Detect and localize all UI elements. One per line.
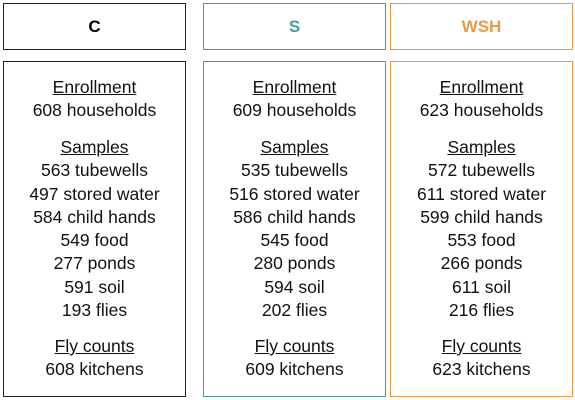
sample-stored-water: 611 stored water (416, 183, 547, 204)
sample-food: 549 food (60, 230, 129, 251)
fly-counts-section: Fly counts 608 kitchens (4, 335, 185, 382)
samples-title: Samples (447, 137, 516, 157)
arm-panel-c: Enrollment 608 households Samples 563 tu… (3, 61, 186, 397)
enrollment-section: Enrollment 608 households (4, 76, 185, 123)
sample-child-hands: 586 child hands (233, 206, 356, 227)
sample-ponds: 277 ponds (53, 253, 136, 274)
samples-title: Samples (60, 137, 129, 157)
sample-ponds: 266 ponds (440, 253, 523, 274)
enrollment-value: 609 households (232, 100, 357, 121)
sample-child-hands: 599 child hands (420, 206, 543, 227)
sample-soil: 594 soil (264, 276, 325, 297)
sample-flies: 193 flies (61, 300, 128, 321)
enrollment-value: 623 households (419, 100, 544, 121)
sample-food: 553 food (447, 230, 516, 251)
arm-header-wsh: WSH (390, 3, 573, 50)
sample-flies: 202 flies (261, 300, 328, 321)
fly-counts-value: 623 kitchens (432, 359, 531, 380)
enrollment-value: 608 households (32, 100, 157, 121)
sample-food: 545 food (260, 230, 329, 251)
fly-counts-title: Fly counts (254, 336, 335, 356)
enrollment-section: Enrollment 609 households (204, 76, 385, 123)
enrollment-title: Enrollment (52, 77, 137, 97)
sample-soil: 611 soil (451, 276, 512, 297)
sample-tubewells: 563 tubewells (40, 160, 149, 181)
enrollment-section: Enrollment 623 households (391, 76, 572, 123)
sample-ponds: 280 ponds (253, 253, 336, 274)
sample-flies: 216 flies (448, 300, 515, 321)
fly-counts-section: Fly counts 609 kitchens (204, 335, 385, 382)
sample-stored-water: 516 stored water (229, 183, 360, 204)
sample-soil: 591 soil (64, 276, 125, 297)
sample-tubewells: 572 tubewells (427, 160, 536, 181)
samples-section: Samples 572 tubewells 611 stored water 5… (391, 136, 572, 322)
fly-counts-value: 608 kitchens (45, 359, 144, 380)
samples-title: Samples (260, 137, 329, 157)
samples-section: Samples 535 tubewells 516 stored water 5… (204, 136, 385, 322)
enrollment-title: Enrollment (439, 77, 524, 97)
fly-counts-value: 609 kitchens (245, 359, 344, 380)
sample-child-hands: 584 child hands (33, 206, 156, 227)
fly-counts-section: Fly counts 623 kitchens (391, 335, 572, 382)
arm-header-c: C (3, 3, 186, 50)
enrollment-title: Enrollment (252, 77, 337, 97)
samples-section: Samples 563 tubewells 497 stored water 5… (4, 136, 185, 322)
sample-tubewells: 535 tubewells (240, 160, 349, 181)
sample-stored-water: 497 stored water (29, 183, 160, 204)
fly-counts-title: Fly counts (441, 336, 522, 356)
arm-header-s: S (203, 3, 386, 50)
fly-counts-title: Fly counts (54, 336, 135, 356)
arm-panel-wsh: Enrollment 623 households Samples 572 tu… (390, 61, 573, 397)
arm-panel-s: Enrollment 609 households Samples 535 tu… (203, 61, 386, 397)
